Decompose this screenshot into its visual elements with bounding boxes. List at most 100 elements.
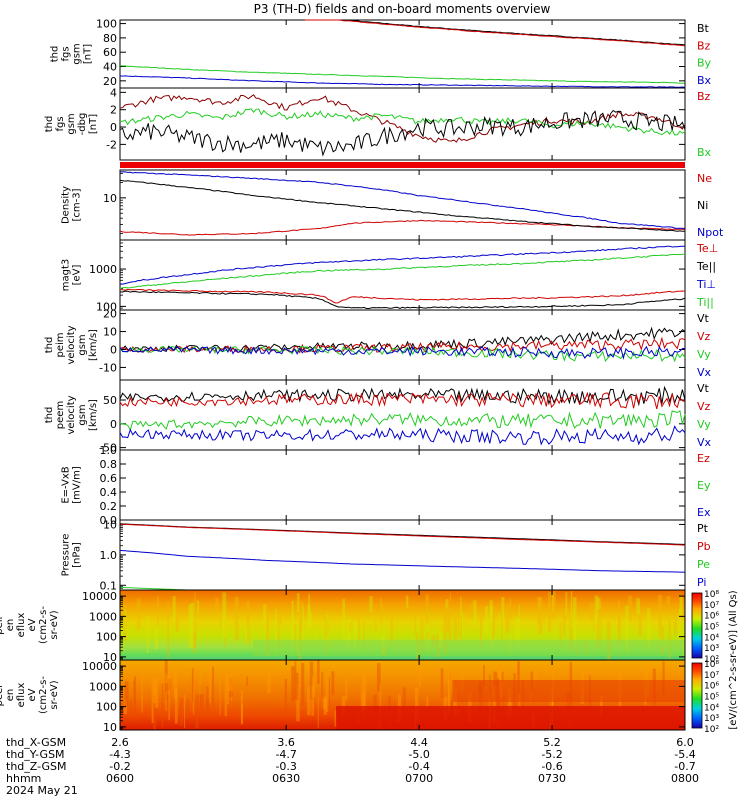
series-peim-velocity-Vx: [119, 345, 686, 360]
ylabel-line: thd: [44, 116, 55, 133]
ytick-label: 0.6: [100, 472, 118, 485]
legend-peem-velocity-Vz: Vz: [697, 400, 711, 413]
series-density-Npot: [119, 171, 686, 230]
ylabel-line: [nPa]: [72, 542, 83, 568]
ytick-label: 2: [110, 104, 117, 117]
ylabel-peer-spectrogram: thdpeerenefluxeV(cm2-s-sr-eV): [0, 676, 60, 714]
colorbar-tick: 10⁷: [704, 671, 719, 681]
ylabel-line: eflux: [16, 683, 27, 708]
ytick-label: 0.4: [100, 486, 118, 499]
ylabel-line: thd: [44, 337, 55, 354]
ytick-label: 0.0: [100, 514, 118, 527]
ylabel-temperature: magt3 [eV]: [61, 259, 83, 292]
legend-efield-Ey: Ey: [697, 479, 711, 492]
ylabel-line: peir: [0, 614, 5, 634]
ytick-label: 1000: [89, 263, 117, 276]
ylabel-line: velocity: [66, 325, 77, 364]
series-peim-velocity-Vt: [119, 326, 686, 353]
ylabel-line: thd: [50, 46, 61, 63]
ylabel-efield: E=-VxB [mV/m]: [61, 466, 83, 504]
legend-density-Ne: Ne: [697, 172, 712, 185]
legend-efield-Ex: Ex: [697, 506, 711, 519]
legend-peim-velocity-Vy: Vy: [697, 348, 711, 361]
legend-density-Ni: Ni: [697, 199, 708, 212]
ylabel-peem-velocity: thd peem velocity gsm [km/s]: [44, 395, 99, 434]
ytick-label: 1.0: [100, 444, 118, 457]
xaxis-row-label: thd_Z-GSM: [6, 760, 66, 773]
series-temperature-Ti⊥: [120, 245, 685, 285]
colorbar-tick: 10²: [704, 655, 719, 665]
xaxis-value: -0.3: [275, 760, 296, 773]
ylabel-line: Density: [61, 186, 72, 224]
xaxis-row-label: hhmm: [6, 772, 41, 785]
xaxis-value: 0600: [106, 772, 134, 785]
legend-fgs-Bz: Bz: [697, 39, 711, 52]
colorbar-tick: 10⁶: [704, 612, 719, 622]
xaxis-row-label: thd_X-GSM: [6, 736, 66, 749]
legend-pressure-Pi: Pi: [697, 576, 706, 589]
series-peem-velocity-Vt: [119, 385, 686, 407]
ytick-label: 40: [103, 61, 117, 74]
ylabel-line: [nT]: [88, 114, 99, 134]
ylabel-line: (cm2-s-: [38, 606, 49, 644]
ytick-label: 0: [110, 418, 117, 431]
ylabel-line: E=-VxB: [61, 466, 72, 503]
ytick-label: -10: [99, 361, 117, 374]
series-temperature-Te||: [119, 290, 686, 310]
plot-title: P3 (TH-D) fields and on-board moments ov…: [254, 2, 551, 16]
ylabel-line: peim: [55, 332, 66, 357]
xaxis-value: -4.7: [275, 748, 296, 761]
ytick-label: 10000: [82, 660, 117, 673]
xaxis-value: 2.6: [111, 736, 129, 749]
ytick-label: 0: [110, 121, 117, 134]
ytick-label: 0.1: [100, 579, 118, 592]
ylabel-line: gsm: [66, 113, 77, 134]
ylabel-line: Pressure: [61, 534, 72, 577]
xaxis-value: -0.4: [408, 760, 429, 773]
panel-fgs-dbg: 4 2 0 -2 thd fgs gsm -dbg [nT] Bz Bx: [44, 86, 712, 161]
series-fgs-dbg-black: [119, 109, 686, 157]
series-fgs-Bx: [119, 75, 686, 88]
xaxis-value: -0.7: [674, 760, 695, 773]
ytick-label: 10: [103, 192, 117, 205]
ylabel-line: gsm: [77, 404, 88, 425]
series-peem-velocity-Vy: [119, 409, 686, 432]
ylabel-line: [km/s]: [88, 399, 99, 431]
ylabel-fgs: thd fgs gsm [nT]: [50, 43, 94, 64]
ylabel-line: [mV/m]: [72, 466, 83, 504]
ylabel-line: thd: [44, 407, 55, 424]
colorbar-tick: 10⁴: [704, 703, 719, 713]
ylabel-line: fgs: [55, 116, 66, 131]
ytick-label: 100: [96, 631, 117, 644]
series-fgs-Bz: [304, 19, 686, 47]
legend-peem-velocity-Vx: Vx: [697, 436, 712, 449]
ylabel-line: gsm: [72, 43, 83, 64]
colorbar-tick: 10⁵: [704, 623, 719, 633]
panel-peer-spectrogram: 10000 1000 100 10 thdpeerenefluxeV(cm2-s-sr-…: [0, 659, 686, 734]
xaxis-value: -5.2: [541, 748, 562, 761]
ylabel-line: (cm2-s-: [38, 676, 49, 714]
ylabel-peim-velocity: thd peim velocity gsm [km/s]: [44, 325, 99, 364]
ylabel-line: [km/s]: [88, 329, 99, 361]
legend-pressure-Pt: Pt: [697, 522, 709, 535]
ylabel-pressure: Pressure [nPa]: [61, 534, 83, 577]
xaxis-value: 3.6: [277, 736, 295, 749]
colorbar-tick: 10⁷: [704, 601, 719, 611]
legend-pressure-Pe: Pe: [697, 558, 710, 571]
colorbar-label: [eV/(cm^2-s-sr-eV)] (All Qs): [728, 590, 739, 729]
ylabel-line: peer: [0, 683, 5, 707]
ylabel-line: eV: [27, 618, 38, 631]
legend-fgs-Bx: Bx: [697, 74, 712, 87]
panel-pressure: 10 1.0 0.1 Pressure [nPa] Pt Pb Pe Pi: [61, 518, 711, 592]
xaxis-row-label: 2024 May 21: [6, 784, 78, 797]
legend-temperature-Te⊥: Te⊥: [696, 242, 718, 255]
series-fgs-Bt: [304, 19, 686, 46]
series-peem-velocity-Vx: [119, 425, 686, 446]
ytick-label: 10: [103, 518, 117, 531]
legend-temperature-Ti||: Ti||: [696, 296, 714, 309]
legend-peim-velocity-Vz: Vz: [697, 330, 711, 343]
